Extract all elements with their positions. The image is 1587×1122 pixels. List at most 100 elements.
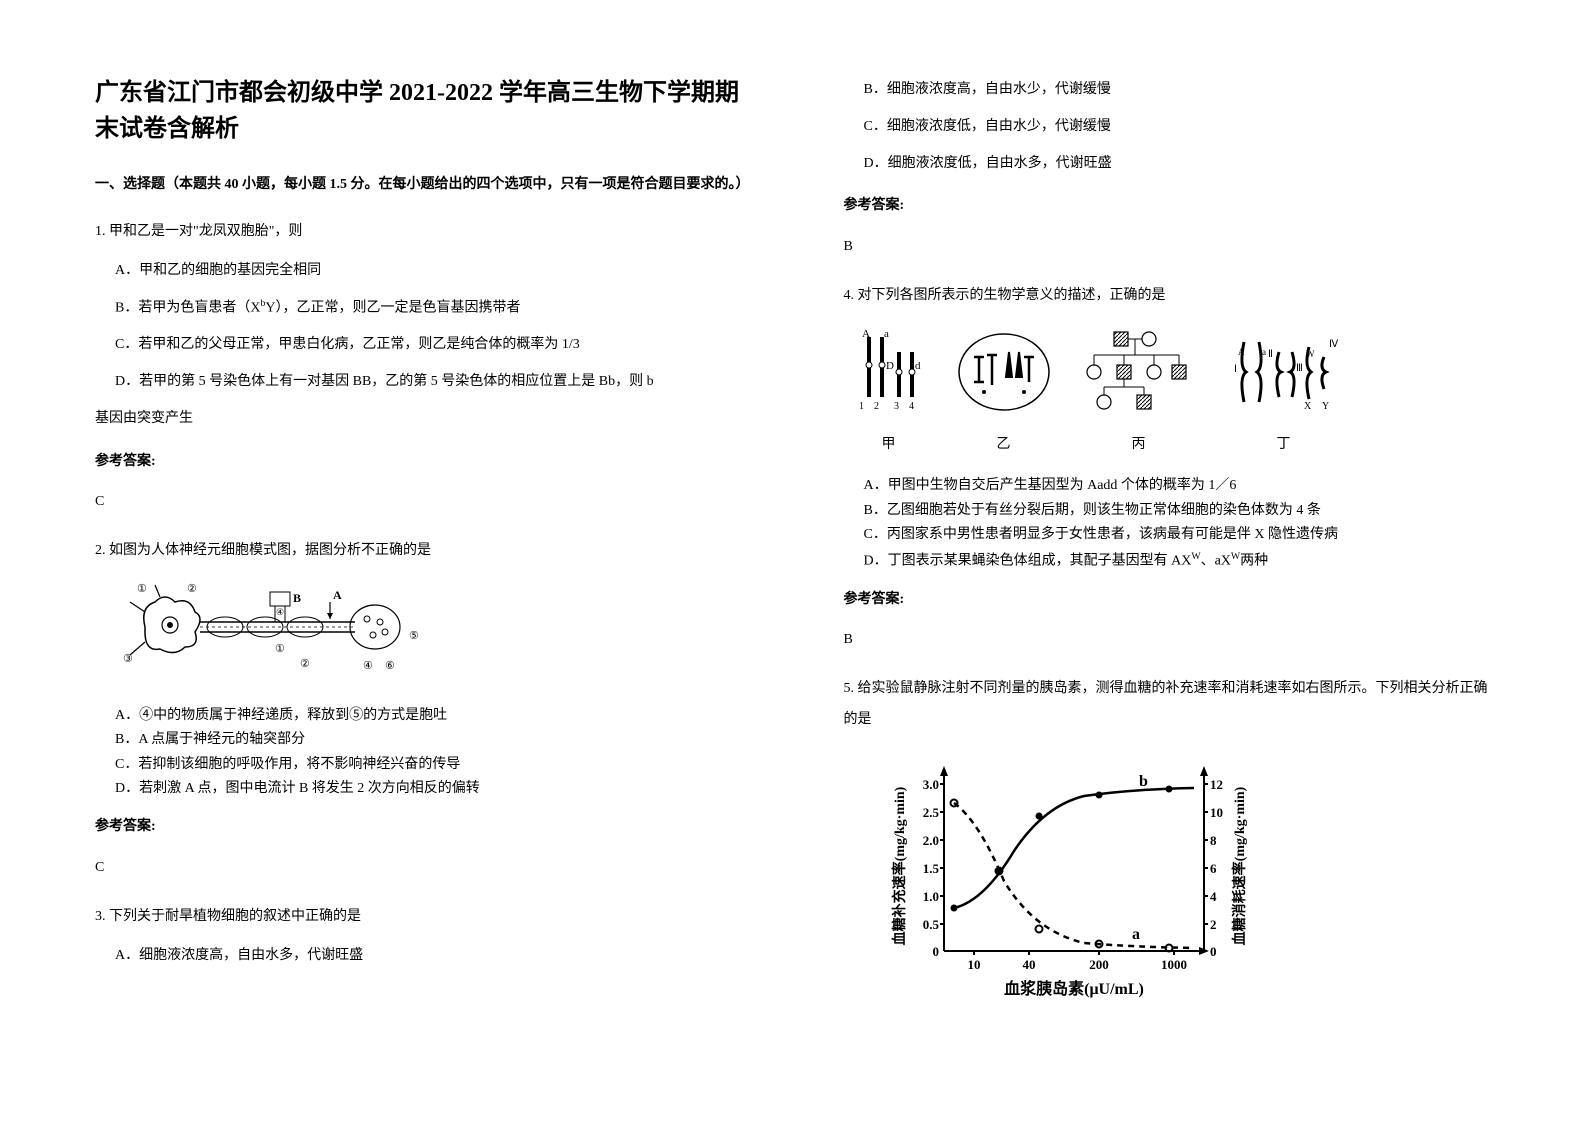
- q3-answer-label: 参考答案:: [844, 191, 1493, 222]
- svg-text:40: 40: [1022, 957, 1035, 972]
- svg-text:a: a: [1132, 926, 1140, 943]
- section-header: 一、选择题（本题共 40 小题，每小题 1.5 分。在每小题给出的四个选项中，只…: [95, 172, 744, 197]
- svg-text:1.5: 1.5: [922, 861, 939, 876]
- q2-answer-label: 参考答案:: [95, 812, 744, 843]
- q5-text: 5. 给实验鼠静脉注射不同剂量的胰岛素，测得血糖的补充速率和消耗速率如右图所示。…: [844, 674, 1493, 736]
- svg-text:1: 1: [859, 401, 864, 412]
- question-4: 4. 对下列各图所表示的生物学意义的描述，正确的是 A a: [844, 281, 1493, 656]
- chart-ylabel-left: 血糖补充速率(mg/kg·min): [891, 786, 908, 945]
- svg-text:d: d: [915, 360, 921, 372]
- q3-text: 3. 下列关于耐旱植物细胞的叙述中正确的是: [95, 902, 744, 933]
- question-5: 5. 给实验鼠静脉注射不同剂量的胰岛素，测得血糖的补充速率和消耗速率如右图所示。…: [844, 674, 1493, 1023]
- neuron-label-4b: ④: [276, 607, 284, 617]
- q4-option-c: C．丙图家系中男性患者明显多于女性患者，该病最有可能是伴 X 隐性遗传病: [844, 524, 1493, 546]
- svg-text:12: 12: [1210, 777, 1223, 792]
- svg-text:6: 6: [1210, 861, 1217, 876]
- svg-text:1000: 1000: [1161, 957, 1187, 972]
- chart-ylabel-right: 血糖消耗速率(mg/kg·min): [1231, 786, 1248, 945]
- q4-option-d: D．丁图表示某果蝇染色体组成，其配子基因型有 AXW、aXW两种: [844, 549, 1493, 573]
- jia-label: 甲: [844, 430, 934, 461]
- q1-answer: C: [95, 487, 744, 518]
- bing-svg: [1074, 327, 1204, 417]
- q2-option-d: D．若刺激 A 点，图中电流计 B 将发生 2 次方向相反的偏转: [95, 778, 744, 800]
- neuron-diagram: ① ② ③ ① ② ④ ⑤ ⑥ A B ④: [115, 577, 744, 690]
- diagram-yi: 乙: [954, 327, 1054, 461]
- q1-answer-label: 参考答案:: [95, 447, 744, 478]
- neuron-label-2: ②: [187, 583, 197, 595]
- neuron-label-4: ④: [363, 660, 373, 672]
- q2-option-b: B．A 点属于神经元的轴突部分: [95, 729, 744, 751]
- svg-text:2: 2: [1210, 917, 1217, 932]
- svg-text:X: X: [1304, 401, 1312, 412]
- q1-text: 1. 甲和乙是一对"龙凤双胞胎"，则: [95, 217, 744, 248]
- svg-text:A: A: [862, 328, 870, 340]
- q1-b-pre: B．若甲为色盲患者（X: [115, 300, 260, 315]
- q3-option-c: C．细胞液浓度低，自由水少，代谢缓慢: [844, 112, 1493, 143]
- svg-text:10: 10: [1210, 805, 1223, 820]
- left-column: 广东省江门市都会初级中学 2021-2022 学年高三生物下学期期末试卷含解析 …: [0, 0, 794, 1122]
- svg-text:0.5: 0.5: [922, 917, 939, 932]
- question-1: 1. 甲和乙是一对"龙凤双胞胎"，则 A．甲和乙的细胞的基因完全相同 B．若甲为…: [95, 217, 744, 518]
- neuron-label-3: ③: [123, 653, 133, 665]
- svg-text:2.5: 2.5: [922, 805, 939, 820]
- svg-text:Ⅰ: Ⅰ: [1234, 364, 1237, 375]
- yi-label: 乙: [954, 430, 1054, 461]
- svg-text:2: 2: [874, 401, 879, 412]
- q4-d-sup2: W: [1231, 551, 1240, 562]
- q4-option-a: A．甲图中生物自交后产生基因型为 Aadd 个体的概率为 1／6: [844, 475, 1493, 497]
- svg-text:Ⅲ: Ⅲ: [1296, 363, 1303, 374]
- svg-text:W: W: [1306, 349, 1315, 359]
- q2-option-c: C．若抑制该细胞的呼吸作用，将不影响神经兴奋的传导: [95, 754, 744, 776]
- q1-option-a: A．甲和乙的细胞的基因完全相同: [95, 256, 744, 287]
- svg-text:0: 0: [1210, 944, 1217, 959]
- svg-text:A: A: [1238, 347, 1245, 357]
- q3-option-a: A．细胞液浓度高，自由水多，代谢旺盛: [95, 941, 744, 972]
- svg-text:Y: Y: [1322, 401, 1329, 412]
- q2-answer: C: [95, 853, 744, 884]
- svg-text:4: 4: [909, 401, 914, 412]
- q4-d-pre: D．丁图表示某果蝇染色体组成，其配子基因型有 AX: [864, 553, 1192, 568]
- q4-d-post: 两种: [1240, 553, 1268, 568]
- bing-label: 丙: [1074, 430, 1204, 461]
- neuron-label-1: ①: [137, 583, 147, 595]
- svg-text:D: D: [886, 360, 894, 372]
- q2-option-a: A．④中的物质属于神经递质，释放到⑤的方式是胞吐: [95, 705, 744, 727]
- diagram-bing: 丙: [1074, 327, 1204, 461]
- q3-answer: B: [844, 232, 1493, 263]
- neuron-label-4n: ①: [275, 643, 285, 655]
- q4-text: 4. 对下列各图所表示的生物学意义的描述，正确的是: [844, 281, 1493, 312]
- q1-option-d: D．若甲的第 5 号染色体上有一对基因 BB，乙的第 5 号染色体的相应位置上是…: [95, 367, 744, 398]
- diagram-jia: A a D d 1 2 3 4 甲: [844, 327, 934, 461]
- q1-option-d-cont: 基因由突变产生: [95, 404, 744, 435]
- right-column: B．细胞液浓度高，自由水少，代谢缓慢 C．细胞液浓度低，自由水少，代谢缓慢 D．…: [794, 0, 1587, 1122]
- q3-option-b: B．细胞液浓度高，自由水少，代谢缓慢: [844, 75, 1493, 106]
- q4-diagrams: A a D d 1 2 3 4 甲: [844, 327, 1493, 461]
- chart-xlabel: 血浆胰岛素(μU/mL): [1004, 979, 1144, 998]
- neuron-label-6: ⑥: [385, 660, 395, 672]
- svg-text:a: a: [884, 328, 889, 340]
- q4-d-sup1: W: [1191, 551, 1200, 562]
- neuron-label-B: B: [293, 591, 301, 605]
- svg-text:4: 4: [1210, 889, 1217, 904]
- svg-text:2.0: 2.0: [922, 833, 938, 848]
- svg-text:3.0: 3.0: [922, 777, 938, 792]
- q3-option-d: D．细胞液浓度低，自由水多，代谢旺盛: [844, 149, 1493, 180]
- exam-title: 广东省江门市都会初级中学 2021-2022 学年高三生物下学期期末试卷含解析: [95, 75, 744, 147]
- question-3: 3. 下列关于耐旱植物细胞的叙述中正确的是 A．细胞液浓度高，自由水多，代谢旺盛: [95, 902, 744, 972]
- q1-option-b: B．若甲为色盲患者（XbY），乙正常，则乙一定是色盲基因携带者: [95, 293, 744, 324]
- diagram-ding: Ⅰ Ⅱ Ⅲ Ⅳ A a W X Y 丁: [1224, 327, 1344, 461]
- svg-text:0: 0: [932, 944, 939, 959]
- jia-svg: A a D d 1 2 3 4: [844, 327, 934, 417]
- svg-text:1.0: 1.0: [922, 889, 938, 904]
- svg-text:200: 200: [1089, 957, 1109, 972]
- question-3-cont: B．细胞液浓度高，自由水少，代谢缓慢 C．细胞液浓度低，自由水少，代谢缓慢 D．…: [844, 75, 1493, 263]
- question-2: 2. 如图为人体神经元细胞模式图，据图分析不正确的是: [95, 536, 744, 884]
- insulin-chart-svg: 0 0.5 1.0 1.5 2.0 2.5 3.0: [884, 751, 1264, 1011]
- neuron-label-5n: ②: [300, 658, 310, 670]
- neuron-label-5: ⑤: [409, 630, 419, 642]
- q5-chart: 0 0.5 1.0 1.5 2.0 2.5 3.0: [884, 751, 1493, 1024]
- q4-answer: B: [844, 625, 1493, 656]
- ding-svg: Ⅰ Ⅱ Ⅲ Ⅳ A a W X Y: [1224, 327, 1344, 417]
- yi-svg: [954, 327, 1054, 417]
- svg-text:Ⅳ: Ⅳ: [1329, 339, 1339, 350]
